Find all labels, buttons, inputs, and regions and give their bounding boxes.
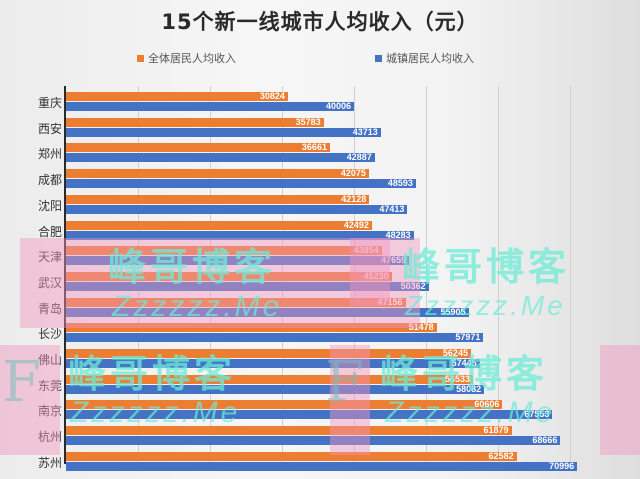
data-label: 50362 [400,280,426,291]
category-label: 长沙 [37,327,62,342]
legend-swatch-orange-icon [137,54,144,62]
data-label: 42887 [346,152,372,163]
legend-item-urban: 城镇居民人均收入 [375,50,474,66]
bar-urban: 68666 [66,435,561,446]
data-label: 51478 [408,322,434,333]
category-label: 东莞 [37,378,62,393]
bar-overall: 45230 [66,270,392,281]
category-label: 成都 [37,173,62,188]
bar-urban: 70996 [66,460,578,471]
gridline [570,86,571,464]
legend-label: 全体居民人均收入 [148,52,236,65]
gridline [498,86,499,464]
bar-urban: 47413 [66,203,408,214]
category-label: 沈阳 [37,198,62,213]
category-label: 武汉 [37,275,62,290]
bar-overall: 61879 [66,425,512,436]
legend-label: 城镇居民人均收入 [386,52,474,65]
data-label: 56245 [442,348,468,358]
data-label: 47413 [379,203,405,214]
data-label: 68666 [532,435,558,446]
data-label: 61879 [483,425,509,436]
category-label: 天津 [37,250,62,265]
bar-urban: 47659 [66,255,410,266]
data-label: 58082 [456,383,482,394]
data-label: 47659 [381,255,407,266]
category-label: 南京 [37,404,62,419]
category-label: 苏州 [37,455,62,470]
data-label: 43713 [352,126,378,137]
data-label: 55905 [440,306,466,317]
bar-overall: 56533 [66,373,474,384]
bar-overall: 60606 [66,399,503,410]
category-label: 杭州 [37,430,62,445]
data-label: 35783 [295,116,321,127]
data-label: 48283 [385,229,411,240]
category-label: 西安 [37,121,62,136]
category-axis [64,86,66,464]
bar-overall: 42128 [66,193,370,204]
bar-overall: 35783 [66,116,324,127]
data-label: 67553 [524,409,550,420]
category-label: 郑州 [37,147,62,162]
data-label: 30824 [259,91,285,101]
bar-urban: 48283 [66,229,414,240]
legend-item-overall: 全体居民人均收入 [137,50,236,66]
data-label: 70996 [549,460,575,471]
data-label: 56533 [445,373,471,384]
data-label: 42075 [340,168,366,179]
bar-overall: 42075 [66,168,369,179]
bar-overall: 62582 [66,450,517,461]
bar-overall: 42492 [66,219,372,230]
data-label: 43854 [353,245,379,256]
bar-urban: 57445 [66,358,480,368]
bar-overall: 56245 [66,348,471,358]
category-label: 佛山 [37,353,62,367]
bar-urban: 43713 [66,126,381,137]
data-label: 47156 [377,296,403,307]
bar-urban: 48593 [66,178,416,189]
category-label: 重庆 [37,96,62,110]
legend-swatch-blue-icon [375,54,382,62]
chart-title: 15个新一线城市人均收入（元） [161,10,479,34]
bar-urban: 55905 [66,306,469,317]
data-label: 42492 [343,219,369,230]
data-label: 60606 [474,399,500,410]
gridline [426,86,427,464]
data-label: 40006 [326,101,352,111]
data-label: 42128 [341,193,367,204]
bar-overall: 30824 [66,91,288,101]
bar-urban: 40006 [66,101,355,111]
data-label: 45230 [363,270,389,281]
data-label: 48593 [387,178,413,189]
data-label: 62582 [488,450,514,461]
bar-overall: 43854 [66,245,382,256]
bar-urban: 50362 [66,280,429,291]
bar-overall: 47156 [66,296,406,307]
category-label: 合肥 [37,224,62,239]
bar-overall: 36661 [66,142,330,153]
data-label: 57971 [455,332,481,343]
data-label: 57445 [451,358,477,368]
bar-urban: 42887 [66,152,375,163]
category-label: 青岛 [37,301,62,316]
bar-urban: 57971 [66,332,484,343]
data-label: 36661 [301,142,327,153]
bar-urban: 67553 [66,409,553,420]
bar-urban: 58082 [66,383,485,394]
bar-overall: 51478 [66,322,437,333]
